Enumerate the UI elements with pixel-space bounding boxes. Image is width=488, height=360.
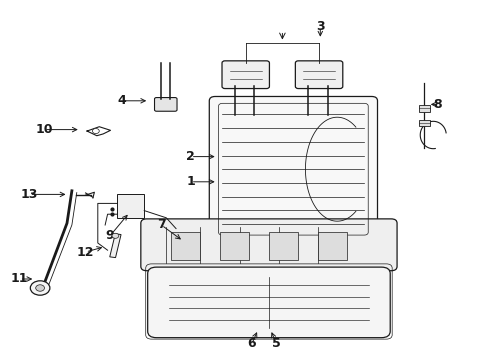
FancyBboxPatch shape [141, 219, 396, 271]
Bar [268, 232, 298, 260]
Bar [317, 232, 346, 260]
Text: 12: 12 [77, 246, 94, 258]
Text: 8: 8 [432, 98, 441, 111]
Text: 1: 1 [186, 175, 195, 188]
Circle shape [112, 233, 119, 238]
Bar [418, 105, 429, 112]
FancyBboxPatch shape [295, 61, 342, 89]
FancyBboxPatch shape [147, 267, 389, 338]
Text: 13: 13 [20, 188, 38, 201]
Text: 9: 9 [105, 229, 114, 242]
Bar [109, 234, 121, 258]
Text: 6: 6 [247, 337, 256, 350]
FancyBboxPatch shape [117, 194, 144, 218]
Bar [171, 232, 200, 260]
Circle shape [92, 129, 99, 134]
Text: 7: 7 [157, 219, 165, 231]
Text: 4: 4 [118, 94, 126, 107]
Circle shape [36, 285, 44, 291]
Text: 10: 10 [35, 123, 53, 136]
Circle shape [30, 281, 50, 295]
Text: 3: 3 [315, 21, 324, 33]
Bar [220, 232, 249, 260]
Text: 2: 2 [186, 150, 195, 163]
Bar [418, 120, 429, 126]
FancyBboxPatch shape [222, 61, 269, 89]
FancyBboxPatch shape [209, 96, 377, 242]
Text: 11: 11 [11, 273, 28, 285]
Text: 5: 5 [271, 337, 280, 350]
FancyBboxPatch shape [154, 98, 177, 111]
